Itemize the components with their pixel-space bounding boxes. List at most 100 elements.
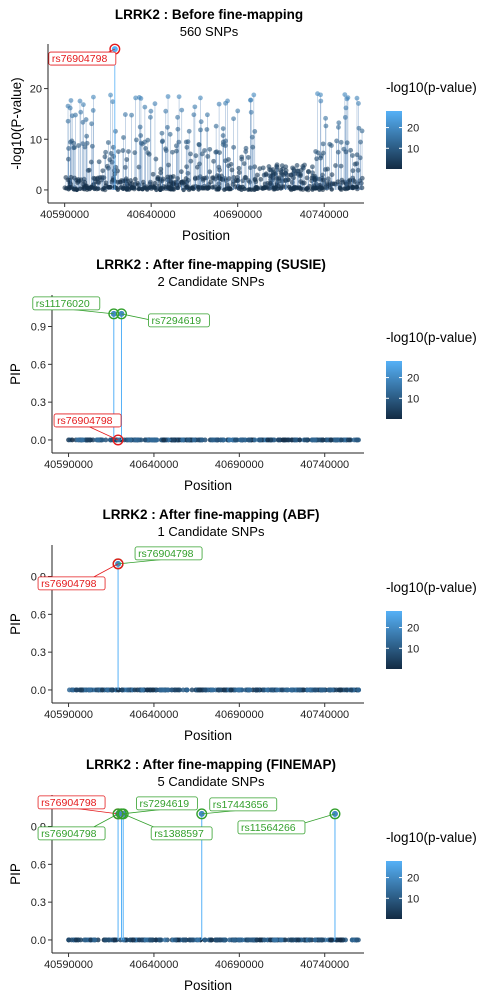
snp-point — [214, 437, 220, 443]
snp-point — [106, 937, 111, 943]
snp-point — [231, 144, 237, 150]
snp-label-box — [134, 546, 203, 561]
snp-label: rs76904798 — [41, 797, 97, 809]
snp-point — [167, 186, 173, 191]
snp-point — [310, 164, 315, 170]
snp-point — [235, 177, 241, 183]
snp-point — [100, 168, 106, 174]
snp-point — [338, 139, 344, 145]
snp-point — [136, 94, 142, 100]
snp-point — [260, 186, 265, 191]
snp-point — [354, 95, 360, 101]
snp-point — [204, 127, 210, 132]
snp-point — [248, 97, 254, 103]
snp-point — [209, 937, 214, 943]
snp-point — [166, 181, 172, 187]
snp-point — [356, 687, 362, 693]
snp-point — [323, 115, 328, 121]
snp-point — [236, 687, 242, 693]
snp-point — [295, 168, 301, 174]
snp-point — [184, 164, 190, 170]
snp-point — [304, 437, 310, 443]
snp-point — [297, 437, 303, 443]
snp-point — [292, 437, 298, 443]
snp-point — [342, 114, 348, 120]
snp-point — [186, 128, 192, 134]
legend-title: -log10(p-value) — [386, 330, 477, 345]
x-axis-title: Position — [184, 978, 232, 993]
snp-point — [152, 185, 157, 190]
snp-point — [348, 147, 354, 153]
snp-point — [170, 437, 176, 443]
snp-point — [295, 937, 301, 943]
snp-point — [216, 164, 222, 170]
snp-point — [136, 937, 142, 943]
highlight-ring — [108, 308, 120, 320]
x-tick-label: 40740000 — [300, 209, 349, 221]
snp-point — [250, 144, 256, 150]
snp-point — [183, 176, 189, 181]
x-tick-label: 40640000 — [129, 709, 178, 721]
snp-point — [113, 128, 118, 134]
snp-labels: rs76904798 rs76904798 — [37, 546, 203, 591]
color-legend: -log10(p-value) 20 10 — [386, 330, 477, 419]
x-axis-title: Position — [184, 728, 232, 743]
snp-point — [305, 687, 311, 693]
snp-point — [176, 139, 182, 145]
snp-point — [133, 95, 139, 101]
snp-point — [325, 166, 330, 172]
chart-panel-3: LRRK2 : After fine-mapping (ABF) 1 Candid… — [8, 507, 477, 743]
snp-point — [331, 181, 337, 187]
snp-point — [143, 145, 149, 151]
x-tick-label: 40590000 — [44, 459, 93, 471]
snp-point — [329, 937, 335, 943]
snp-point — [158, 166, 164, 172]
snp-point — [213, 123, 219, 129]
snp-label-box — [136, 796, 198, 811]
snp-point — [320, 150, 326, 156]
legend-tick-label: 10 — [407, 143, 419, 155]
snp-point — [318, 155, 324, 161]
snp-point — [73, 687, 79, 693]
snp-point — [137, 124, 143, 130]
snp-point — [312, 177, 318, 182]
snp-point — [216, 101, 222, 107]
y-axis-title: PIP — [8, 363, 23, 385]
snp-point — [86, 687, 92, 693]
snp-point — [279, 687, 284, 693]
snp-point — [110, 177, 116, 183]
snp-point — [217, 150, 222, 156]
legend-color-bar — [386, 861, 402, 919]
snp-point — [76, 143, 81, 148]
snp-point — [88, 159, 94, 165]
snp-point — [175, 185, 180, 191]
chart-subtitle: 5 Candidate SNPs — [158, 774, 265, 789]
snp-point — [338, 437, 344, 443]
snp-point — [338, 687, 344, 693]
snp-point — [204, 112, 210, 118]
snp-point — [354, 161, 360, 167]
snp-point — [165, 94, 171, 99]
legend-tick-label: 10 — [407, 643, 419, 655]
snp-point — [210, 185, 215, 190]
snp-point — [158, 170, 164, 176]
x-tick-label: 40690000 — [215, 459, 264, 471]
snp-point — [246, 187, 251, 192]
snp-point — [275, 437, 281, 443]
snp-point — [356, 437, 361, 443]
snp-point — [198, 127, 203, 133]
chart-title: LRRK2 : Before fine-mapping — [115, 7, 303, 22]
snp-point — [166, 162, 171, 168]
snp-point — [264, 185, 269, 190]
snp-point — [119, 687, 125, 693]
snp-point — [108, 92, 113, 98]
snp-point — [100, 437, 105, 443]
snp-point — [334, 437, 340, 443]
snp-label: rs7294619 — [151, 315, 201, 327]
snp-point — [247, 437, 252, 443]
snp-point — [159, 139, 165, 145]
x-tick-label: 40590000 — [44, 959, 93, 971]
color-legend: -log10(p-value) 20 10 — [386, 580, 477, 669]
snp-label-box — [53, 413, 122, 428]
snp-point — [107, 157, 113, 163]
